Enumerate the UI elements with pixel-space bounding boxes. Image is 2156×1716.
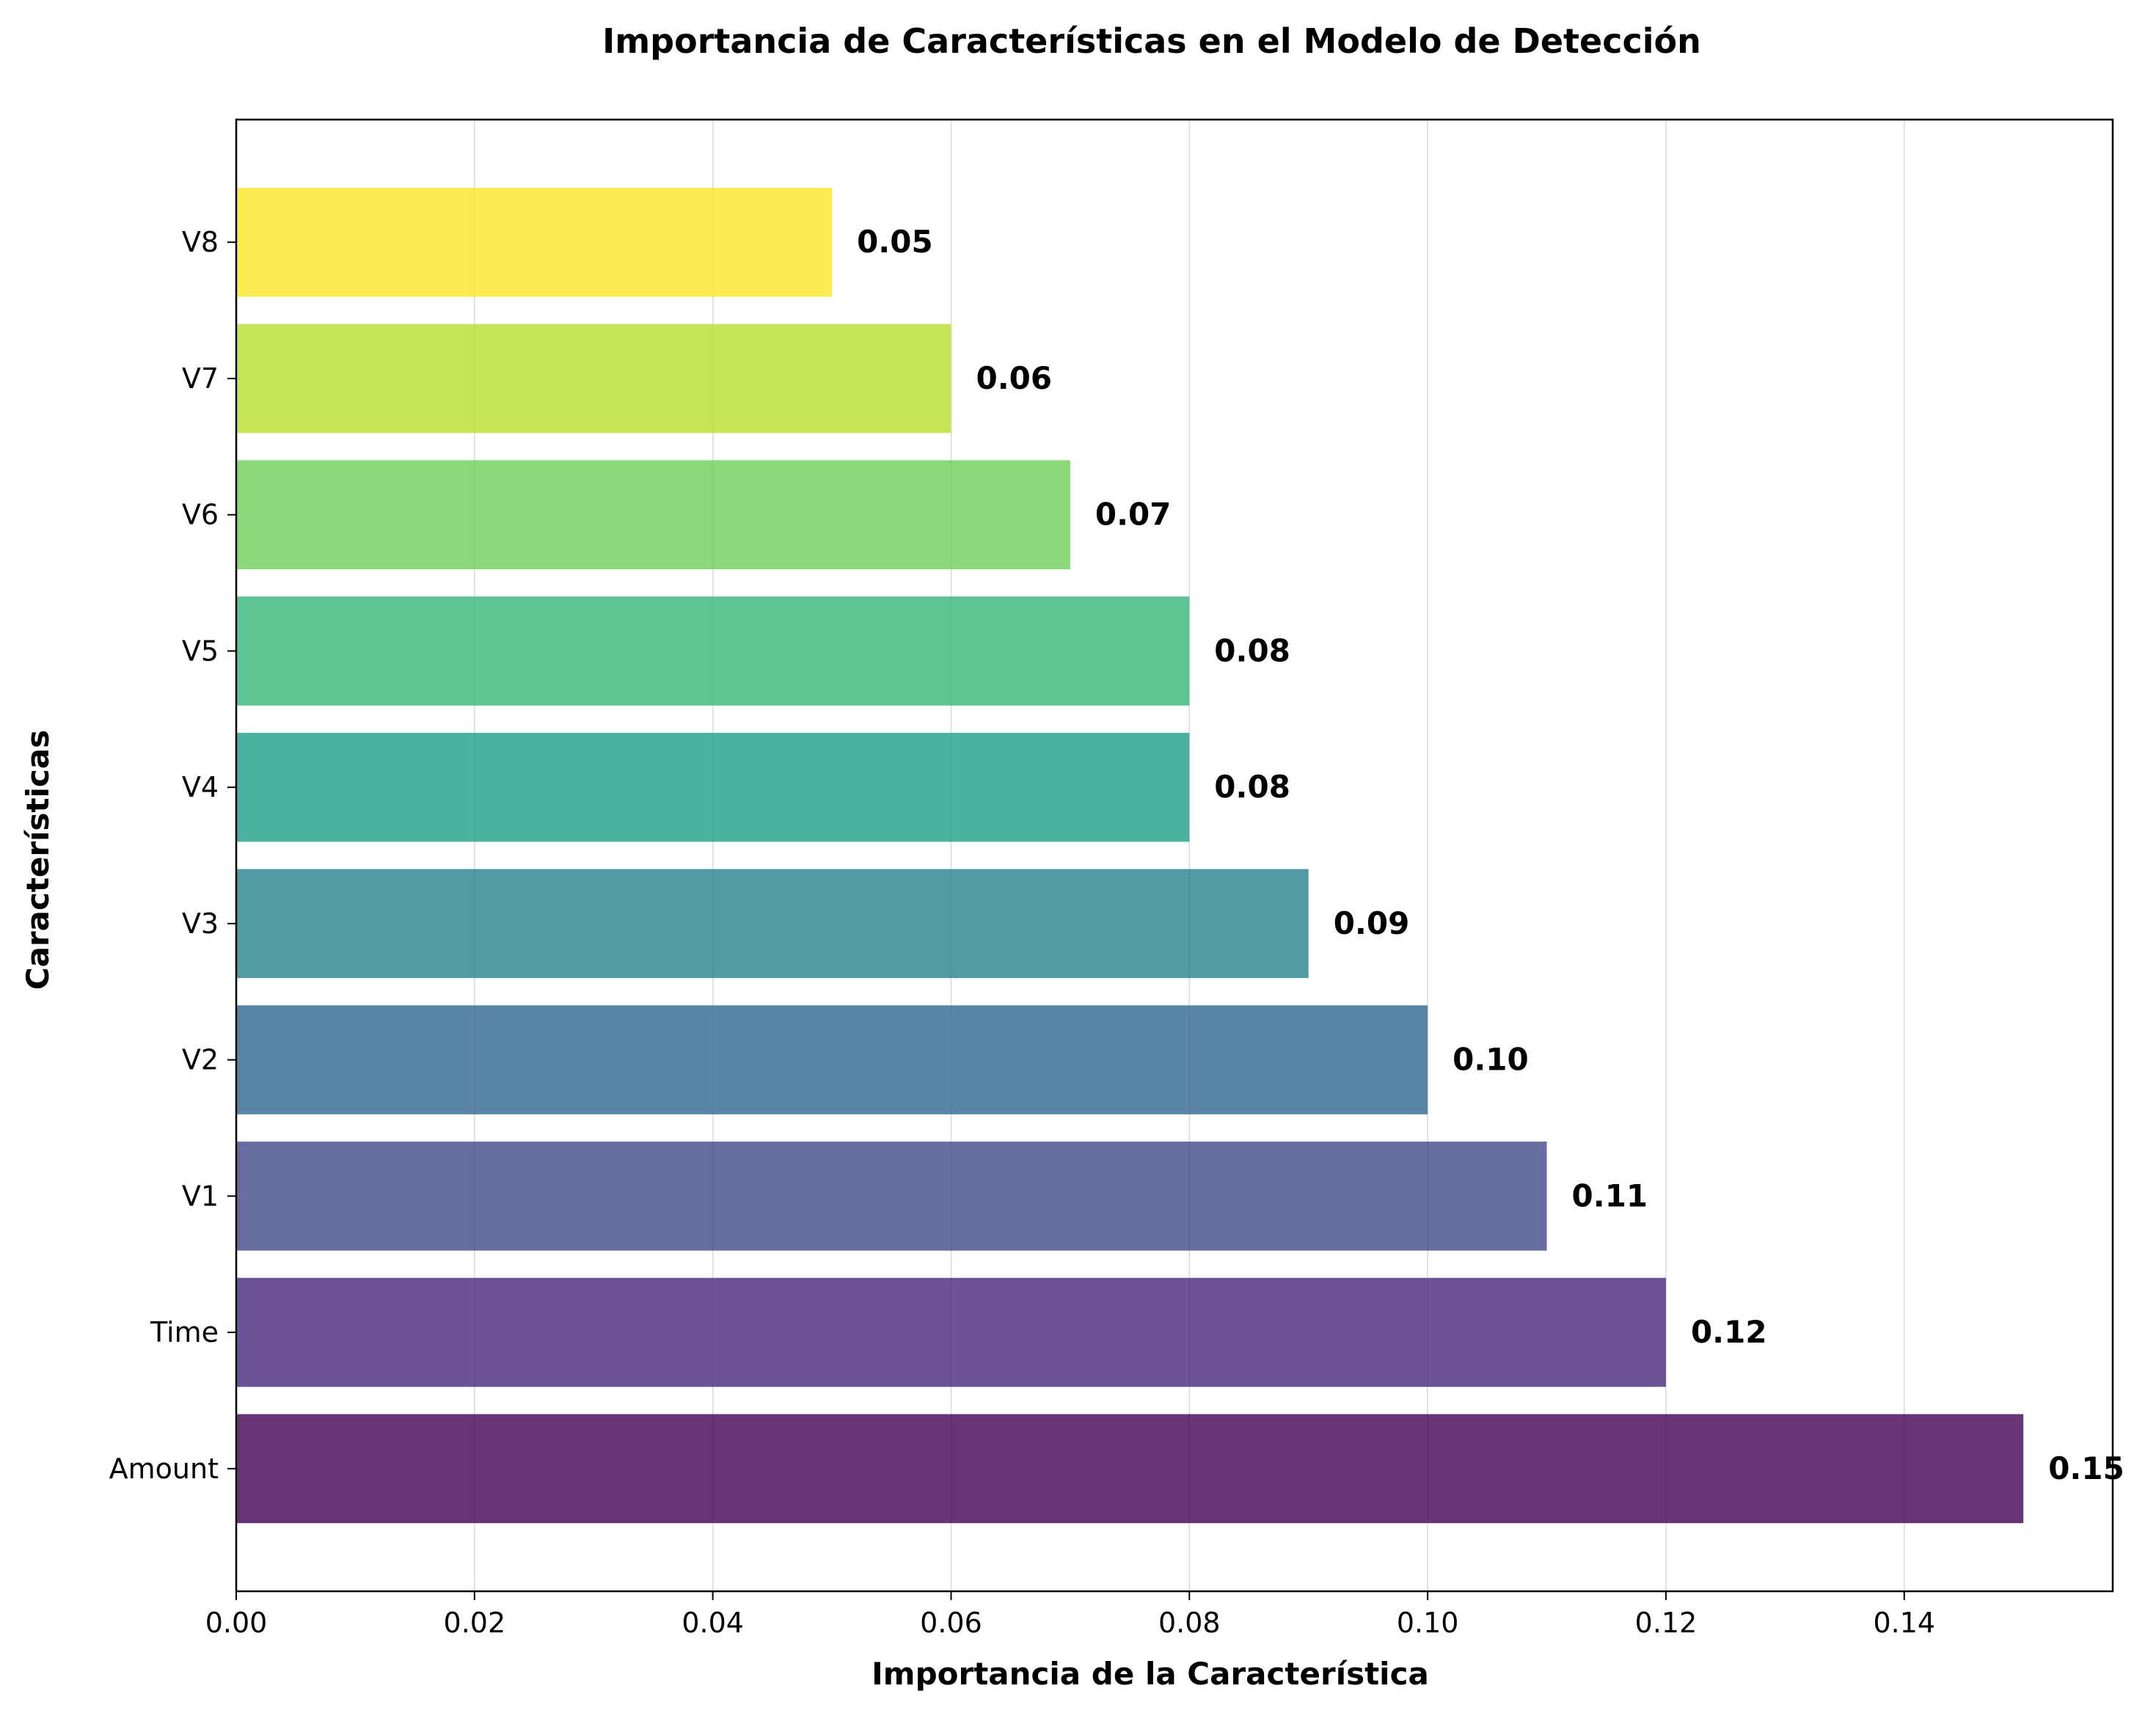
bars-layer	[236, 187, 2024, 1524]
x-tick-label: 0.12	[1635, 1607, 1698, 1639]
data-label: 0.08	[1214, 769, 1290, 805]
bar-v3	[236, 869, 1309, 979]
bar-v8	[236, 187, 833, 297]
x-tick-label: 0.02	[444, 1607, 506, 1639]
bar-v2	[236, 1005, 1428, 1114]
y-tick-label: Amount	[109, 1453, 219, 1485]
bar-v1	[236, 1142, 1547, 1251]
x-ticks: 0.00 0.02 0.04 0.06 0.08 0.10 0.12 0.14	[205, 1591, 1935, 1639]
y-tick-label: Time	[150, 1316, 219, 1348]
data-label: 0.11	[1572, 1178, 1648, 1213]
y-tick-label: V7	[182, 362, 219, 395]
bar-amount	[236, 1414, 2024, 1524]
data-label: 0.07	[1095, 497, 1172, 533]
data-label: 0.06	[976, 360, 1052, 396]
plot-frame	[235, 118, 2114, 1593]
bar-v4	[236, 732, 1190, 842]
y-tick-label: V4	[182, 771, 219, 803]
data-labels: 0.15 0.12 0.11 0.10 0.09 0.08 0.08 0.07 0.06 0.05	[857, 224, 2124, 1486]
chart-title: Importancia de Características en el Mod…	[602, 21, 1701, 61]
y-tick-label: V1	[182, 1180, 219, 1212]
y-ticks: Amount Time V1 V2 V3 V4 V5 V6 V7 V8	[109, 226, 236, 1485]
y-axis-label: Características	[20, 730, 56, 990]
bar-v6	[236, 460, 1070, 569]
bar-time	[236, 1277, 1666, 1387]
data-label: 0.08	[1214, 632, 1290, 668]
y-tick-label: V2	[182, 1044, 219, 1076]
data-label: 0.15	[2048, 1450, 2124, 1486]
bar-v7	[236, 324, 951, 434]
y-tick-label: V6	[182, 499, 219, 531]
x-tick-label: 0.06	[920, 1607, 982, 1639]
x-axis-label: Importancia de la Característica	[871, 1656, 1429, 1692]
x-tick-label: 0.04	[681, 1607, 744, 1639]
bar-v5	[236, 596, 1190, 706]
x-tick-label: 0.08	[1158, 1607, 1221, 1639]
x-tick-label: 0.14	[1873, 1607, 1935, 1639]
x-tick-label: 0.00	[205, 1607, 268, 1639]
y-tick-label: V5	[182, 635, 219, 667]
data-label: 0.10	[1452, 1042, 1529, 1078]
data-label: 0.05	[857, 224, 933, 260]
y-tick-label: V8	[182, 226, 219, 258]
data-label: 0.09	[1334, 905, 1410, 941]
x-tick-label: 0.10	[1397, 1607, 1459, 1639]
data-label: 0.12	[1691, 1314, 1767, 1350]
y-tick-label: V3	[182, 908, 219, 940]
